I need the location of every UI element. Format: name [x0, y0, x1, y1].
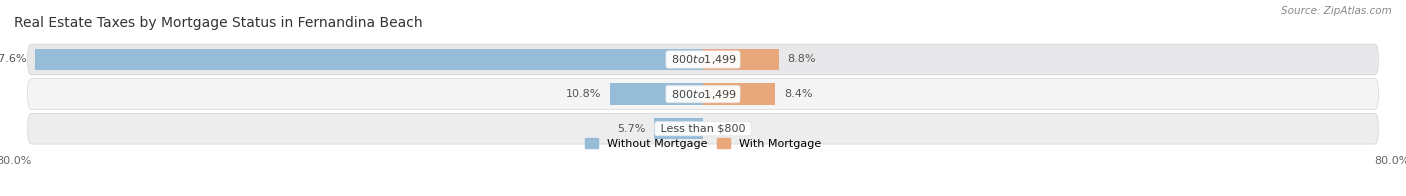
Text: 77.6%: 77.6% [0, 54, 27, 64]
Text: 8.8%: 8.8% [787, 54, 815, 64]
Bar [610, 83, 703, 105]
Bar [35, 49, 703, 70]
Text: 0.0%: 0.0% [711, 124, 740, 134]
Text: Source: ZipAtlas.com: Source: ZipAtlas.com [1281, 6, 1392, 16]
Text: 8.4%: 8.4% [785, 89, 813, 99]
FancyBboxPatch shape [28, 79, 1378, 110]
Bar [703, 83, 775, 105]
Legend: Without Mortgage, With Mortgage: Without Mortgage, With Mortgage [581, 134, 825, 153]
Text: Real Estate Taxes by Mortgage Status in Fernandina Beach: Real Estate Taxes by Mortgage Status in … [14, 16, 423, 30]
Bar [703, 49, 779, 70]
Text: $800 to $1,499: $800 to $1,499 [668, 88, 738, 101]
FancyBboxPatch shape [28, 113, 1378, 144]
Text: Less than $800: Less than $800 [657, 124, 749, 134]
Text: $800 to $1,499: $800 to $1,499 [668, 53, 738, 66]
Text: 10.8%: 10.8% [567, 89, 602, 99]
Bar [654, 118, 703, 139]
FancyBboxPatch shape [28, 44, 1378, 75]
Text: 5.7%: 5.7% [617, 124, 645, 134]
